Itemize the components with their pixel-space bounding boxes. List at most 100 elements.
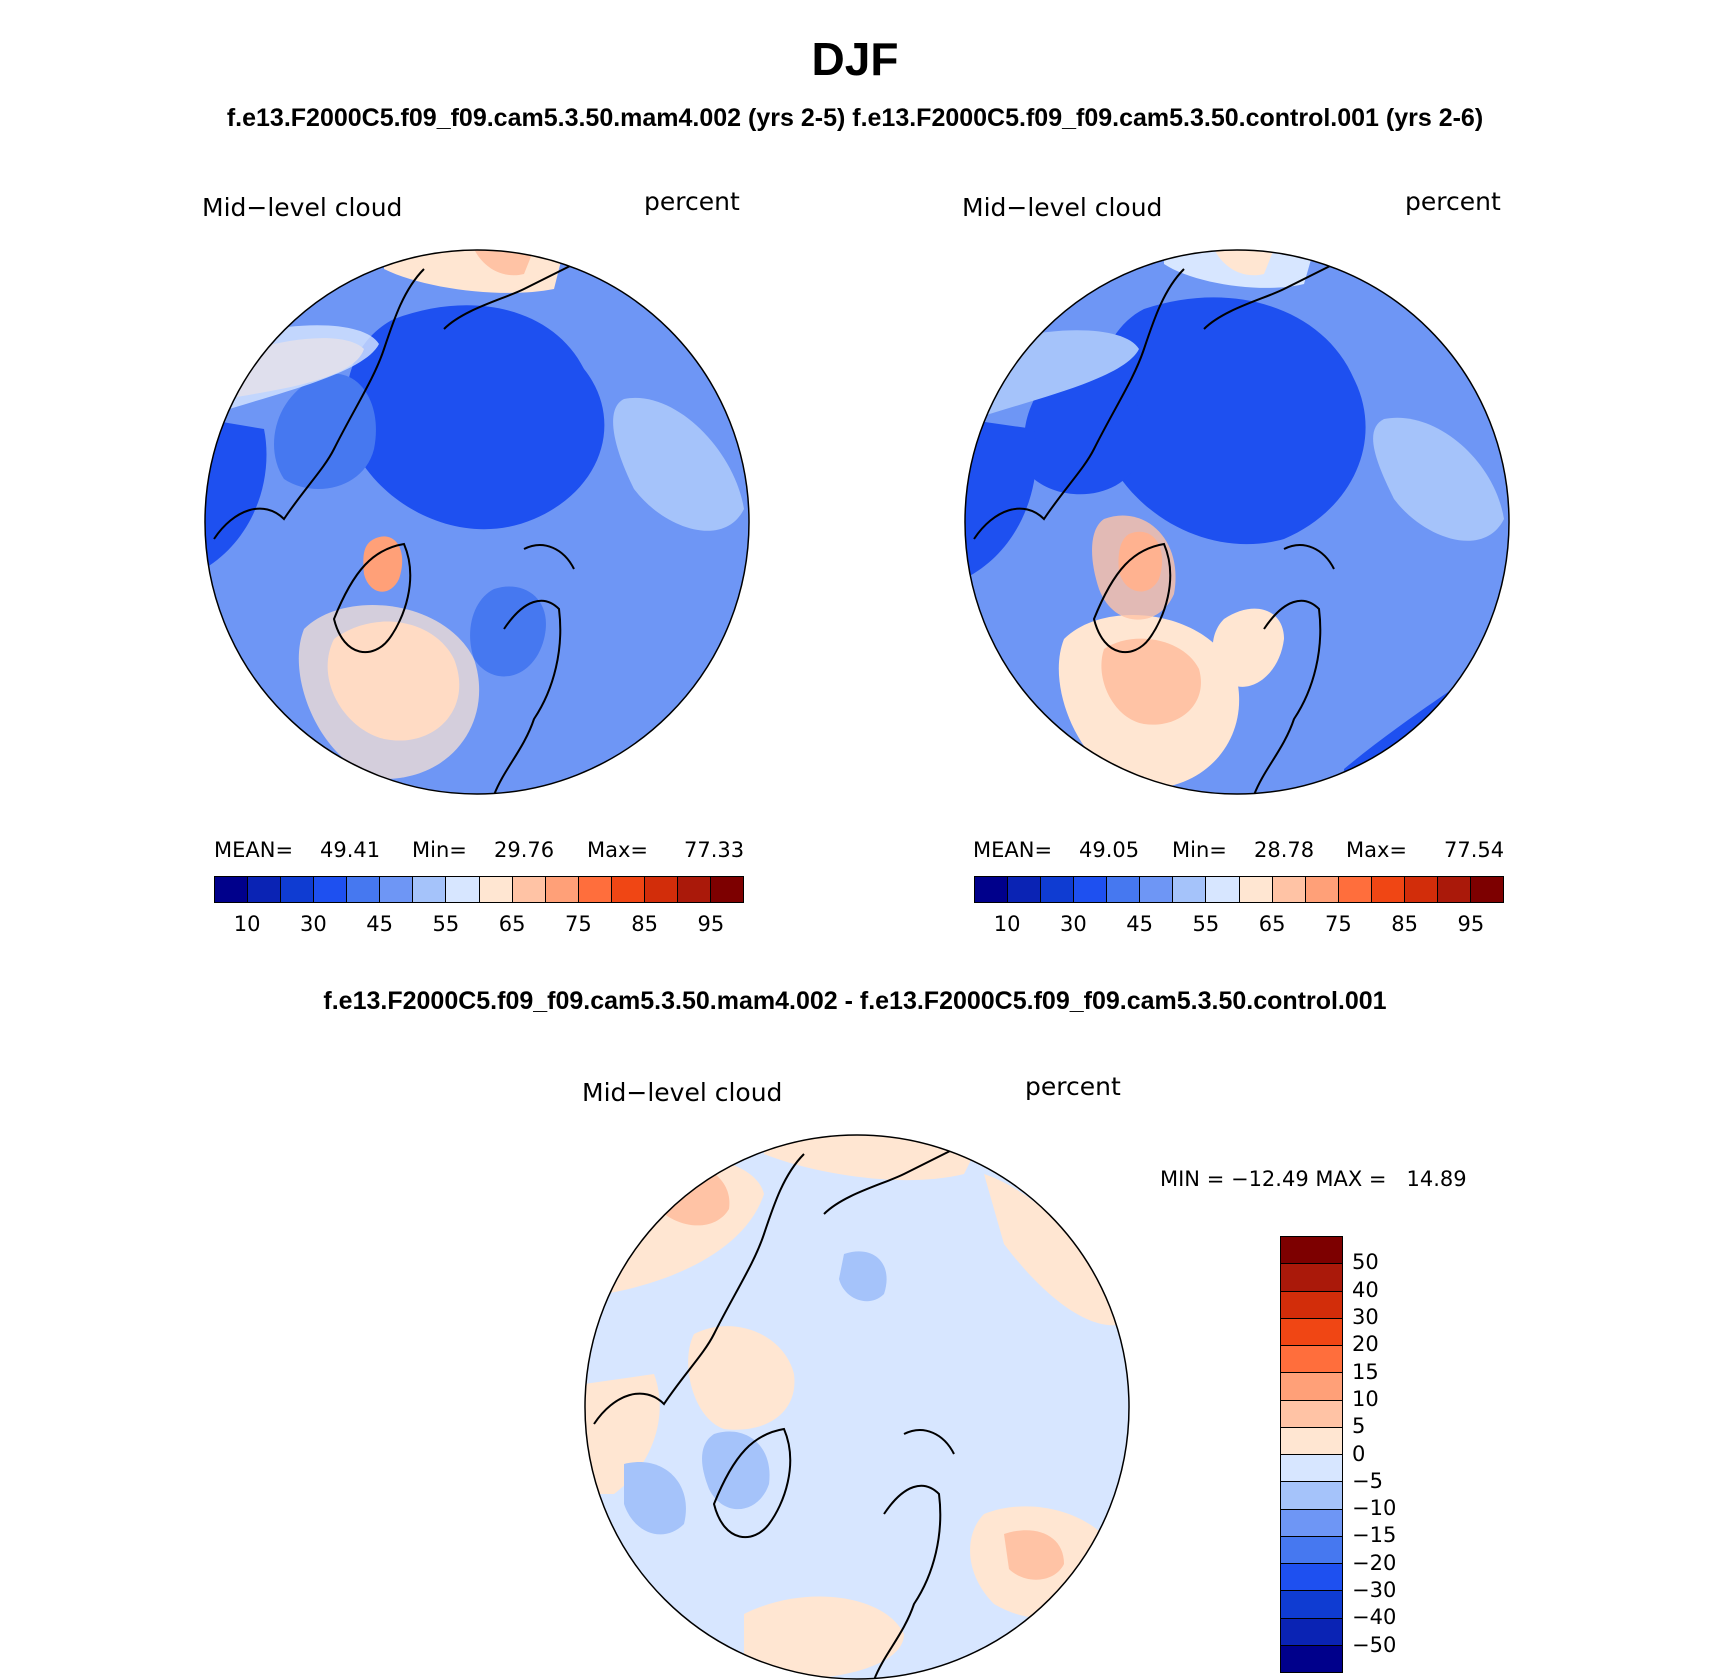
colorbar-swatch xyxy=(446,877,480,902)
panel1-min-value: 29.76 xyxy=(494,838,555,862)
panel2-coast-scandinavia xyxy=(1283,544,1335,570)
colorbar-swatch xyxy=(578,877,612,902)
panel1-region-east-pale xyxy=(613,397,744,531)
colorbar-swatch xyxy=(1206,877,1240,902)
panel3-colorbar-labels: 50 40 30 20 15 10 5 0 −5 −10 −15 −20 −30 −40 −50 xyxy=(1352,1236,1432,1673)
colorbar-tick-label: 85 xyxy=(631,912,658,936)
colorbar-tick-label: 65 xyxy=(498,912,526,936)
colorbar-swatch xyxy=(1041,877,1075,902)
panel2-units-label: percent xyxy=(1405,187,1501,216)
panel2-variable-label: Mid−level cloud xyxy=(962,193,1163,222)
panel1-units-label: percent xyxy=(644,187,740,216)
panel2-region-east-pale xyxy=(1373,417,1504,541)
colorbar-tick-label: −40 xyxy=(1352,1605,1397,1630)
panel2-colorbar xyxy=(974,876,1504,903)
colorbar-tick-label: 45 xyxy=(1126,912,1153,936)
panel2-region-greenland-pale xyxy=(1092,515,1176,620)
panel1-region-central-arctic xyxy=(346,305,605,530)
panel1-max-value: 77.33 xyxy=(684,838,745,862)
colorbar-swatch xyxy=(1281,1346,1342,1374)
colorbar-swatch xyxy=(512,877,546,902)
panel1-mean-value: 49.41 xyxy=(320,838,381,862)
colorbar-swatch xyxy=(281,877,315,902)
panel1-polar-map xyxy=(204,249,750,795)
colorbar-swatch xyxy=(1281,1318,1342,1346)
panel2-colorbar-labels: 10 30 45 55 65 75 85 95 xyxy=(974,912,1504,938)
panel2-mean-label: MEAN= xyxy=(973,838,1053,862)
panel1-variable-label: Mid−level cloud xyxy=(202,193,403,222)
colorbar-swatch xyxy=(314,877,348,902)
figure-subtitle: f.e13.F2000C5.f09_f09.cam5.3.50.mam4.002… xyxy=(226,104,1484,132)
colorbar-swatch xyxy=(644,877,678,902)
colorbar-swatch xyxy=(1281,1264,1342,1292)
panel3-variable-label: Mid−level cloud xyxy=(582,1078,783,1107)
colorbar-swatch xyxy=(677,877,711,902)
panel2-coast-eurasia xyxy=(1253,599,1322,794)
panel3-min-max-text: MIN = −12.49 MAX = 14.89 xyxy=(1160,1167,1467,1191)
panel2-max-value: 77.54 xyxy=(1444,838,1505,862)
panel2-max-label: Max= xyxy=(1346,838,1408,862)
panel1-coast-eurasia xyxy=(493,599,562,794)
panel1-region-greenland-high xyxy=(363,536,403,592)
colorbar-tick-label: 5 xyxy=(1352,1414,1366,1439)
panel1-colorbar-labels: 10 30 45 55 65 75 85 95 xyxy=(214,912,744,938)
panel2-polar-map xyxy=(964,249,1510,795)
colorbar-swatch xyxy=(1173,877,1207,902)
panel2-region-siberia xyxy=(1024,364,1143,495)
colorbar-swatch xyxy=(1371,877,1405,902)
colorbar-tick-label: 95 xyxy=(697,912,725,936)
panel2-region-europe-pale xyxy=(1212,608,1284,687)
panel3-region-east-pale xyxy=(984,1174,1124,1326)
colorbar-tick-label: 30 xyxy=(1060,912,1087,936)
colorbar-swatch xyxy=(1140,877,1174,902)
panel1-region-asia-peak xyxy=(474,250,534,276)
panel3-colorbar xyxy=(1280,1236,1343,1673)
figure-title: DJF xyxy=(811,33,899,85)
colorbar-tick-label: 65 xyxy=(1258,912,1286,936)
colorbar-swatch xyxy=(1074,877,1108,902)
colorbar-swatch xyxy=(1437,877,1471,902)
colorbar-swatch xyxy=(1281,1509,1342,1537)
colorbar-tick-label: 10 xyxy=(993,912,1021,936)
colorbar-tick-label: 30 xyxy=(300,912,327,936)
panel2-min-value: 28.78 xyxy=(1254,838,1315,862)
panel1-coast-greenland xyxy=(332,542,412,654)
colorbar-swatch xyxy=(380,877,414,902)
colorbar-swatch xyxy=(1281,1591,1342,1619)
panel1-colorbar xyxy=(214,876,744,903)
panel3-region-archipelago xyxy=(688,1326,795,1430)
colorbar-swatch xyxy=(1281,1645,1342,1672)
panel2-region-west-dark xyxy=(965,419,1037,579)
panel1-region-europe xyxy=(470,586,546,677)
panel3-region-south-pale xyxy=(744,1596,904,1679)
colorbar-swatch xyxy=(1281,1291,1342,1319)
colorbar-swatch xyxy=(1281,1400,1342,1428)
panel3-coast-north-america xyxy=(593,1153,805,1425)
panel3-region-asia-top xyxy=(764,1135,984,1181)
panel2-coast-greenland xyxy=(1092,542,1172,654)
panel1-coast-asia xyxy=(443,258,585,330)
colorbar-tick-label: −30 xyxy=(1352,1578,1397,1603)
colorbar-swatch xyxy=(1272,877,1306,902)
panel1-region-siberia xyxy=(274,373,376,489)
panel3-coast-scandinavia xyxy=(903,1429,955,1455)
panel2-mean-value: 49.05 xyxy=(1079,838,1140,862)
colorbar-swatch xyxy=(975,877,1009,902)
colorbar-swatch xyxy=(413,877,447,902)
colorbar-swatch xyxy=(1470,877,1503,902)
panel3-region-center-low xyxy=(839,1251,887,1302)
panel1-mean-label: MEAN= xyxy=(214,838,294,862)
colorbar-swatch xyxy=(1281,1427,1342,1455)
colorbar-swatch xyxy=(1239,877,1273,902)
colorbar-tick-label: 45 xyxy=(366,912,393,936)
colorbar-tick-label: −10 xyxy=(1352,1496,1397,1521)
colorbar-swatch xyxy=(1281,1564,1342,1592)
colorbar-tick-label: 50 xyxy=(1352,1250,1379,1275)
colorbar-swatch xyxy=(248,877,282,902)
colorbar-tick-label: −5 xyxy=(1352,1468,1383,1493)
panel1-max-label: Max= xyxy=(587,838,649,862)
panel2-coast-north-america xyxy=(973,268,1185,540)
panel3-region-se-high xyxy=(1004,1530,1064,1580)
colorbar-tick-label: 75 xyxy=(1325,912,1352,936)
colorbar-swatch xyxy=(1107,877,1141,902)
